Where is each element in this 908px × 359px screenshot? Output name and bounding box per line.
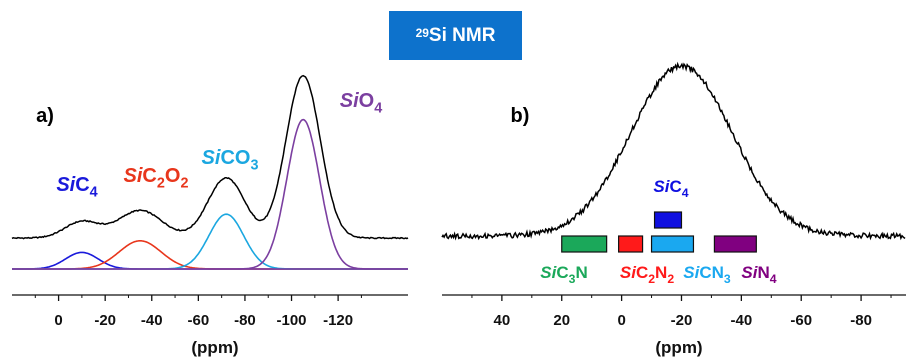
shift-range-label: SiC4 xyxy=(653,177,688,200)
experimental-curve-a xyxy=(11,74,409,240)
x-tick-label-b: 0 xyxy=(617,312,625,329)
shift-range-label: SiC2N2 xyxy=(620,263,674,286)
panel-label-a: a) xyxy=(36,105,54,127)
peak-annotation: SiCO3 xyxy=(202,147,259,174)
shift-range-bar xyxy=(618,235,644,253)
x-tick-label-a: -120 xyxy=(323,312,353,329)
peak-annotation: SiC2O2 xyxy=(124,165,189,192)
shift-range-bar xyxy=(713,235,757,253)
shift-range-label: SiCN3 xyxy=(683,263,731,286)
badge-text: Si NMR xyxy=(428,24,496,46)
badge-superscript: 29 xyxy=(415,25,429,40)
x-tick-label-a: -60 xyxy=(188,312,210,329)
x-tick-label-b: -60 xyxy=(790,312,812,329)
experimental-curve-b xyxy=(441,61,906,241)
x-tick-label-b: -80 xyxy=(850,312,872,329)
x-tick-label-a: -80 xyxy=(234,312,256,329)
x-tick-label-b: 20 xyxy=(553,312,570,329)
x-tick-label-a: -40 xyxy=(141,312,163,329)
peak-annotation: SiC4 xyxy=(56,174,97,201)
x-tick-label-a: -100 xyxy=(277,312,307,329)
nmr-title-badge: 29 Si NMR xyxy=(389,11,522,60)
shift-range-bar xyxy=(650,235,695,253)
shift-range-label: SiC3N xyxy=(540,263,587,286)
x-axis-title-b: (ppm) xyxy=(655,338,702,357)
panel-label-b: b) xyxy=(511,105,530,127)
shift-range-bar xyxy=(561,235,608,253)
shift-range-bar xyxy=(653,211,683,229)
x-tick-label-b: -40 xyxy=(731,312,753,329)
x-tick-label-a: 0 xyxy=(54,312,62,329)
shift-range-label: SiN4 xyxy=(741,263,776,286)
x-tick-label-b: -20 xyxy=(671,312,693,329)
x-axis-title-a: (ppm) xyxy=(191,338,238,357)
x-tick-label-b: 40 xyxy=(494,312,511,329)
x-tick-label-a: -20 xyxy=(94,312,116,329)
peak-annotation: SiO4 xyxy=(340,90,382,117)
component-curve xyxy=(12,213,408,270)
